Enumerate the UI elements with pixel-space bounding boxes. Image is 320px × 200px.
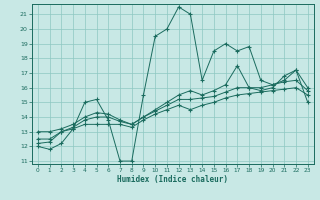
- X-axis label: Humidex (Indice chaleur): Humidex (Indice chaleur): [117, 175, 228, 184]
